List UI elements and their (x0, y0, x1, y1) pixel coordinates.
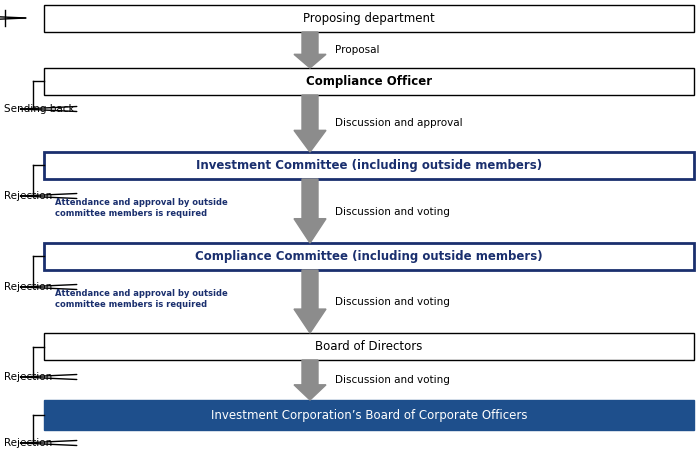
Text: Attendance and approval by outside
committee members is required: Attendance and approval by outside commi… (55, 198, 228, 218)
FancyBboxPatch shape (44, 243, 694, 270)
FancyArrow shape (294, 32, 326, 68)
FancyBboxPatch shape (44, 5, 694, 32)
Text: Compliance Committee (including outside members): Compliance Committee (including outside … (195, 250, 542, 263)
FancyArrow shape (294, 95, 326, 152)
FancyArrow shape (294, 270, 326, 333)
Text: Rejection: Rejection (4, 438, 52, 448)
Text: Rejection: Rejection (4, 282, 52, 292)
Text: Proposal: Proposal (335, 45, 379, 55)
Text: Proposing department: Proposing department (303, 12, 435, 25)
Text: Board of Directors: Board of Directors (315, 340, 423, 353)
FancyBboxPatch shape (44, 152, 694, 179)
FancyArrow shape (294, 179, 326, 243)
FancyBboxPatch shape (44, 400, 694, 430)
Text: Attendance and approval by outside
committee members is required: Attendance and approval by outside commi… (55, 289, 228, 309)
Text: Compliance Officer: Compliance Officer (306, 75, 432, 88)
Text: Sending back: Sending back (4, 104, 75, 114)
Text: Investment Committee (including outside members): Investment Committee (including outside … (196, 159, 542, 172)
Text: Investment Corporation’s Board of Corporate Officers: Investment Corporation’s Board of Corpor… (211, 409, 527, 421)
FancyArrow shape (294, 360, 326, 400)
Text: Discussion and voting: Discussion and voting (335, 375, 450, 385)
FancyBboxPatch shape (44, 68, 694, 95)
Text: Discussion and voting: Discussion and voting (335, 207, 450, 217)
Text: Discussion and approval: Discussion and approval (335, 118, 463, 128)
Text: Rejection: Rejection (4, 372, 52, 382)
Text: Rejection: Rejection (4, 191, 52, 201)
FancyBboxPatch shape (44, 333, 694, 360)
Text: Discussion and voting: Discussion and voting (335, 297, 450, 307)
